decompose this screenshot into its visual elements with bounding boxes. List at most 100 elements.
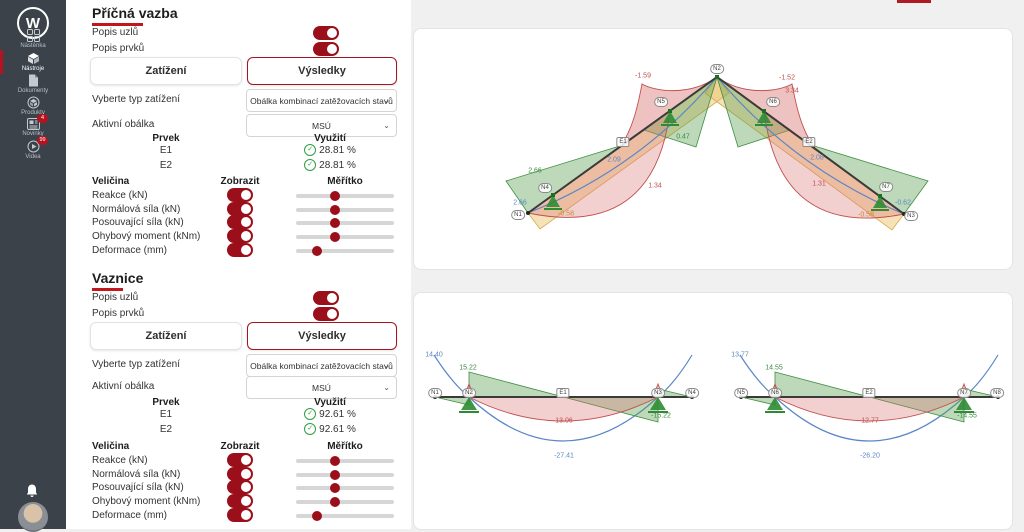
sidebar-item-nastenka[interactable]: Nástěnka bbox=[0, 29, 66, 49]
tab-zatizeni[interactable]: Zatížení bbox=[90, 57, 242, 85]
select-label-aktivni-obalka: Aktivní obálka bbox=[92, 119, 155, 130]
toggle-knob bbox=[327, 44, 337, 54]
toggle-popis-uzlu[interactable] bbox=[313, 291, 339, 305]
utilization-value: 28.81 % bbox=[319, 159, 356, 171]
toggle-normalova[interactable] bbox=[227, 467, 253, 481]
sidebar-item-videa[interactable]: 99 Videa bbox=[0, 136, 66, 160]
slider-thumb[interactable] bbox=[330, 497, 341, 507]
sidebar-item-produkty[interactable]: Produkty bbox=[0, 96, 66, 116]
toggle-reakce[interactable] bbox=[227, 188, 253, 202]
slider-reakce[interactable] bbox=[296, 190, 394, 202]
slider-normalova[interactable] bbox=[296, 469, 394, 481]
slider-thumb[interactable] bbox=[330, 218, 341, 228]
slider-track bbox=[296, 473, 394, 477]
slider-thumb[interactable] bbox=[311, 511, 322, 521]
toggle-popis-prvku[interactable] bbox=[313, 307, 339, 321]
sidebar-item-novinky[interactable]: 4 Novinky bbox=[0, 114, 66, 137]
slider-thumb[interactable] bbox=[330, 483, 341, 493]
quantity-label-ohybovy: Ohybový moment (kNm) bbox=[92, 231, 201, 242]
toggle-ohybovy[interactable] bbox=[227, 494, 253, 508]
quantity-label-deformace: Deformace (mm) bbox=[92, 245, 168, 256]
slider-thumb[interactable] bbox=[311, 246, 322, 256]
slider-thumb[interactable] bbox=[330, 470, 341, 480]
quantity-label-normalova: Normálová síla (kN) bbox=[92, 204, 181, 215]
sidebar-item-dokumenty[interactable]: Dokumenty bbox=[0, 74, 66, 94]
toggle-posouvajici[interactable] bbox=[227, 215, 253, 229]
tab-vysledky[interactable]: Výsledky bbox=[247, 322, 397, 350]
videa-badge: 99 bbox=[37, 136, 48, 145]
products-icon bbox=[27, 96, 39, 109]
user-avatar[interactable] bbox=[18, 502, 48, 532]
slider-track bbox=[296, 194, 394, 198]
support-icon bbox=[544, 111, 889, 211]
slider-posouvajici[interactable] bbox=[296, 482, 394, 494]
toggle-ohybovy[interactable] bbox=[227, 229, 253, 243]
slider-reakce[interactable] bbox=[296, 455, 394, 467]
toggle-deformace[interactable] bbox=[227, 243, 253, 257]
slider-ohybovy[interactable] bbox=[296, 231, 394, 243]
element-label: E2 bbox=[862, 388, 876, 398]
element-label: E1 bbox=[556, 388, 570, 398]
slider-track bbox=[296, 208, 394, 212]
notifications-bell-icon[interactable] bbox=[24, 483, 40, 499]
value-label: 1.34 bbox=[648, 182, 662, 190]
quantity-label-posouvajici: Posouvající síla (kN) bbox=[92, 217, 184, 228]
toggle-normalova[interactable] bbox=[227, 202, 253, 216]
utilization-value: 92.61 % bbox=[319, 408, 356, 420]
toggle-label-popis-prvku: Popis prvků bbox=[92, 43, 145, 54]
slider-ohybovy[interactable] bbox=[296, 496, 394, 508]
select-typ-zatizeni[interactable]: Obálka kombinací zatěžovacích stavů ⌄ bbox=[246, 89, 397, 112]
toggle-popis-uzlu[interactable] bbox=[313, 26, 339, 40]
slider-deformace[interactable] bbox=[296, 245, 394, 257]
header-velicina: Veličina bbox=[92, 176, 130, 187]
select-typ-zatizeni[interactable]: Obálka kombinací zatěžovacích stavů ⌄ bbox=[246, 354, 397, 377]
documents-icon bbox=[28, 74, 38, 87]
slider-normalova[interactable] bbox=[296, 204, 394, 216]
select-aktivni-obalka[interactable]: MSÚ ⌄ bbox=[246, 114, 397, 137]
toggle-popis-prvku[interactable] bbox=[313, 42, 339, 56]
toggle-knob bbox=[241, 245, 251, 255]
slider-thumb[interactable] bbox=[330, 232, 341, 242]
slider-thumb[interactable] bbox=[330, 191, 341, 201]
header-meritko: Měřítko bbox=[327, 441, 363, 452]
tab-vysledky[interactable]: Výsledky bbox=[247, 57, 397, 85]
control-panel: Příčná vazba Popis uzlů Popis prvků Zatí… bbox=[66, 0, 411, 529]
toggle-knob bbox=[241, 455, 251, 465]
slider-track bbox=[296, 486, 394, 490]
frame-diagram-canvas[interactable]: N1 N4 N5 N2 N6 N7 N3 E1 E2 -1.59 2.66 0.… bbox=[413, 28, 1013, 270]
toggle-knob bbox=[241, 231, 251, 241]
toggle-posouvajici[interactable] bbox=[227, 480, 253, 494]
sidebar-item-label: Videa bbox=[25, 154, 41, 160]
toggle-knob bbox=[241, 204, 251, 214]
slider-posouvajici[interactable] bbox=[296, 217, 394, 229]
toggle-knob bbox=[241, 190, 251, 200]
element-label: E2 bbox=[802, 137, 816, 147]
quantity-label-ohybovy: Ohybový moment (kNm) bbox=[92, 496, 201, 507]
value-label: 15.22 bbox=[459, 364, 477, 372]
purlin-diagram-canvas[interactable]: N1 N2 E1 N3 N4 14.40 15.22 13.06 -15.22 … bbox=[413, 292, 1013, 530]
slider-track bbox=[296, 459, 394, 463]
toggle-reakce[interactable] bbox=[227, 453, 253, 467]
app-logo[interactable]: W bbox=[17, 7, 49, 39]
value-label: 2.08 bbox=[810, 154, 824, 162]
sidebar-item-nastroje[interactable]: Nástroje bbox=[0, 50, 66, 74]
node-label: N6 bbox=[766, 97, 780, 107]
element-label: E1 bbox=[616, 137, 630, 147]
slider-thumb[interactable] bbox=[330, 205, 341, 215]
chevron-down-icon: ⌄ bbox=[383, 361, 390, 370]
slider-deformace[interactable] bbox=[296, 510, 394, 522]
select-aktivni-obalka[interactable]: MSÚ ⌄ bbox=[246, 376, 397, 399]
slider-thumb[interactable] bbox=[330, 456, 341, 466]
tab-zatizeni[interactable]: Zatížení bbox=[90, 322, 242, 350]
tools-icon bbox=[27, 53, 39, 64]
check-circle-icon: ✓ bbox=[304, 144, 317, 156]
chevron-down-icon: ⌄ bbox=[383, 121, 390, 130]
value-label: 2.66 bbox=[528, 167, 542, 175]
slider-track bbox=[296, 514, 394, 518]
top-accent-bar bbox=[897, 0, 931, 3]
toggle-knob bbox=[327, 309, 337, 319]
chevron-down-icon: ⌄ bbox=[383, 96, 390, 105]
value-label: 2.09 bbox=[607, 156, 621, 164]
toggle-deformace[interactable] bbox=[227, 508, 253, 522]
check-circle-icon: ✓ bbox=[304, 408, 317, 420]
